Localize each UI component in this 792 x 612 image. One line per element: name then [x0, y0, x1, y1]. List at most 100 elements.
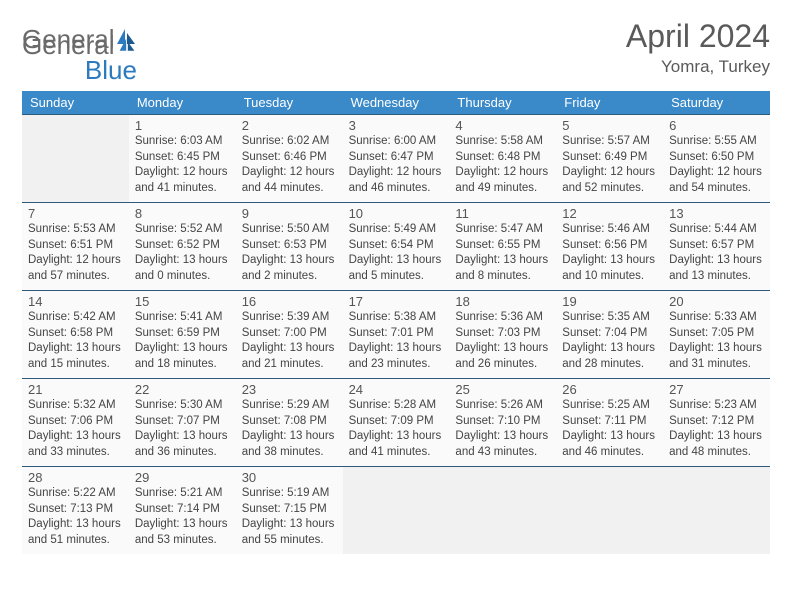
day-number: 28 [28, 470, 123, 485]
calendar-cell: 8Sunrise: 5:52 AMSunset: 6:52 PMDaylight… [129, 202, 236, 290]
calendar-cell: 23Sunrise: 5:29 AMSunset: 7:08 PMDayligh… [236, 378, 343, 466]
day-info: Sunrise: 5:52 AMSunset: 6:52 PMDaylight:… [135, 222, 230, 284]
day-number: 5 [562, 118, 657, 133]
logo-overlay: General Blue [22, 30, 137, 86]
day-header: Monday [129, 91, 236, 114]
calendar-cell: 26Sunrise: 5:25 AMSunset: 7:11 PMDayligh… [556, 378, 663, 466]
day-info: Sunrise: 5:33 AMSunset: 7:05 PMDaylight:… [669, 310, 764, 372]
calendar-cell-empty [22, 114, 129, 202]
calendar-cell: 15Sunrise: 5:41 AMSunset: 6:59 PMDayligh… [129, 290, 236, 378]
day-number: 25 [455, 382, 550, 397]
day-number: 24 [349, 382, 444, 397]
calendar-cell: 14Sunrise: 5:42 AMSunset: 6:58 PMDayligh… [22, 290, 129, 378]
day-info: Sunrise: 5:23 AMSunset: 7:12 PMDaylight:… [669, 398, 764, 460]
day-header: Wednesday [343, 91, 450, 114]
day-info: Sunrise: 5:55 AMSunset: 6:50 PMDaylight:… [669, 134, 764, 196]
day-info: Sunrise: 5:41 AMSunset: 6:59 PMDaylight:… [135, 310, 230, 372]
day-number: 21 [28, 382, 123, 397]
calendar-cell: 20Sunrise: 5:33 AMSunset: 7:05 PMDayligh… [663, 290, 770, 378]
calendar-cell: 6Sunrise: 5:55 AMSunset: 6:50 PMDaylight… [663, 114, 770, 202]
day-info: Sunrise: 6:03 AMSunset: 6:45 PMDaylight:… [135, 134, 230, 196]
calendar-cell: 25Sunrise: 5:26 AMSunset: 7:10 PMDayligh… [449, 378, 556, 466]
calendar-cell: 28Sunrise: 5:22 AMSunset: 7:13 PMDayligh… [22, 466, 129, 554]
location: Yomra, Turkey [626, 57, 770, 77]
day-number: 20 [669, 294, 764, 309]
calendar-cell-empty [663, 466, 770, 554]
calendar-cell: 30Sunrise: 5:19 AMSunset: 7:15 PMDayligh… [236, 466, 343, 554]
calendar-cell: 18Sunrise: 5:36 AMSunset: 7:03 PMDayligh… [449, 290, 556, 378]
day-number: 15 [135, 294, 230, 309]
calendar-cell: 16Sunrise: 5:39 AMSunset: 7:00 PMDayligh… [236, 290, 343, 378]
day-number: 22 [135, 382, 230, 397]
day-info: Sunrise: 5:57 AMSunset: 6:49 PMDaylight:… [562, 134, 657, 196]
day-number: 9 [242, 206, 337, 221]
day-number: 6 [669, 118, 764, 133]
day-info: Sunrise: 5:42 AMSunset: 6:58 PMDaylight:… [28, 310, 123, 372]
day-info: Sunrise: 6:00 AMSunset: 6:47 PMDaylight:… [349, 134, 444, 196]
calendar-cell: 17Sunrise: 5:38 AMSunset: 7:01 PMDayligh… [343, 290, 450, 378]
day-number: 27 [669, 382, 764, 397]
day-number: 4 [455, 118, 550, 133]
calendar-cell-empty [343, 466, 450, 554]
day-info: Sunrise: 5:53 AMSunset: 6:51 PMDaylight:… [28, 222, 123, 284]
day-number: 8 [135, 206, 230, 221]
calendar-cell: 11Sunrise: 5:47 AMSunset: 6:55 PMDayligh… [449, 202, 556, 290]
calendar-cell: 10Sunrise: 5:49 AMSunset: 6:54 PMDayligh… [343, 202, 450, 290]
calendar-cell: 21Sunrise: 5:32 AMSunset: 7:06 PMDayligh… [22, 378, 129, 466]
calendar-cell: 24Sunrise: 5:28 AMSunset: 7:09 PMDayligh… [343, 378, 450, 466]
day-info: Sunrise: 5:29 AMSunset: 7:08 PMDaylight:… [242, 398, 337, 460]
day-number: 26 [562, 382, 657, 397]
day-number: 17 [349, 294, 444, 309]
day-info: Sunrise: 5:49 AMSunset: 6:54 PMDaylight:… [349, 222, 444, 284]
day-number: 23 [242, 382, 337, 397]
calendar-cell: 19Sunrise: 5:35 AMSunset: 7:04 PMDayligh… [556, 290, 663, 378]
day-info: Sunrise: 5:50 AMSunset: 6:53 PMDaylight:… [242, 222, 337, 284]
day-info: Sunrise: 5:21 AMSunset: 7:14 PMDaylight:… [135, 486, 230, 548]
title-block: April 2024 Yomra, Turkey [626, 18, 770, 77]
day-info: Sunrise: 5:28 AMSunset: 7:09 PMDaylight:… [349, 398, 444, 460]
day-number: 13 [669, 206, 764, 221]
calendar-cell: 5Sunrise: 5:57 AMSunset: 6:49 PMDaylight… [556, 114, 663, 202]
month-title: April 2024 [626, 18, 770, 55]
calendar-grid: SundayMondayTuesdayWednesdayThursdayFrid… [22, 91, 770, 554]
day-header: Saturday [663, 91, 770, 114]
day-info: Sunrise: 5:58 AMSunset: 6:48 PMDaylight:… [455, 134, 550, 196]
calendar-cell: 4Sunrise: 5:58 AMSunset: 6:48 PMDaylight… [449, 114, 556, 202]
day-info: Sunrise: 5:32 AMSunset: 7:06 PMDaylight:… [28, 398, 123, 460]
day-info: Sunrise: 5:30 AMSunset: 7:07 PMDaylight:… [135, 398, 230, 460]
calendar-cell: 29Sunrise: 5:21 AMSunset: 7:14 PMDayligh… [129, 466, 236, 554]
day-number: 3 [349, 118, 444, 133]
day-number: 10 [349, 206, 444, 221]
day-number: 11 [455, 206, 550, 221]
day-info: Sunrise: 5:26 AMSunset: 7:10 PMDaylight:… [455, 398, 550, 460]
day-info: Sunrise: 5:19 AMSunset: 7:15 PMDaylight:… [242, 486, 337, 548]
calendar-cell: 9Sunrise: 5:50 AMSunset: 6:53 PMDaylight… [236, 202, 343, 290]
logo-word-2: Blue [85, 55, 137, 85]
day-info: Sunrise: 5:25 AMSunset: 7:11 PMDaylight:… [562, 398, 657, 460]
day-info: Sunrise: 5:47 AMSunset: 6:55 PMDaylight:… [455, 222, 550, 284]
day-header: Friday [556, 91, 663, 114]
day-number: 16 [242, 294, 337, 309]
day-header: Tuesday [236, 91, 343, 114]
calendar-cell-empty [449, 466, 556, 554]
calendar-cell: 2Sunrise: 6:02 AMSunset: 6:46 PMDaylight… [236, 114, 343, 202]
day-number: 30 [242, 470, 337, 485]
calendar-cell: 27Sunrise: 5:23 AMSunset: 7:12 PMDayligh… [663, 378, 770, 466]
day-info: Sunrise: 5:38 AMSunset: 7:01 PMDaylight:… [349, 310, 444, 372]
day-info: Sunrise: 5:35 AMSunset: 7:04 PMDaylight:… [562, 310, 657, 372]
day-number: 7 [28, 206, 123, 221]
day-info: Sunrise: 6:02 AMSunset: 6:46 PMDaylight:… [242, 134, 337, 196]
day-header: Sunday [22, 91, 129, 114]
day-number: 1 [135, 118, 230, 133]
day-number: 29 [135, 470, 230, 485]
day-info: Sunrise: 5:44 AMSunset: 6:57 PMDaylight:… [669, 222, 764, 284]
day-info: Sunrise: 5:46 AMSunset: 6:56 PMDaylight:… [562, 222, 657, 284]
calendar-cell: 13Sunrise: 5:44 AMSunset: 6:57 PMDayligh… [663, 202, 770, 290]
day-number: 2 [242, 118, 337, 133]
calendar-cell: 3Sunrise: 6:00 AMSunset: 6:47 PMDaylight… [343, 114, 450, 202]
day-number: 19 [562, 294, 657, 309]
day-number: 12 [562, 206, 657, 221]
calendar-cell: 22Sunrise: 5:30 AMSunset: 7:07 PMDayligh… [129, 378, 236, 466]
day-number: 14 [28, 294, 123, 309]
calendar-cell-empty [556, 466, 663, 554]
